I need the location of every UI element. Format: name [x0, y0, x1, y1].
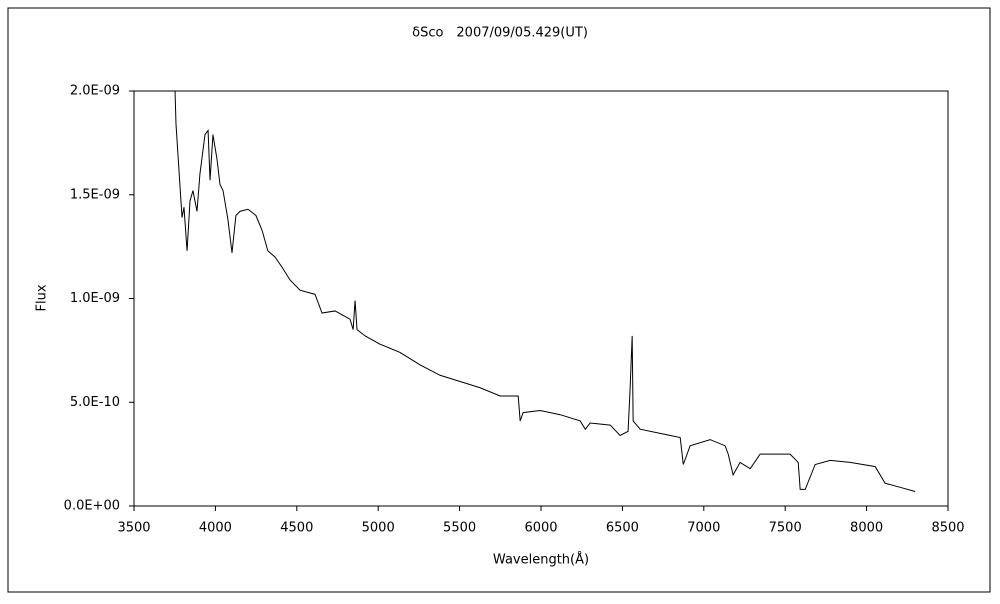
y-tick-label: 2.0E-09	[70, 84, 120, 99]
y-tick-label: 5.0E-10	[70, 395, 120, 410]
x-tick-label: 8000	[850, 521, 883, 536]
x-tick-label: 3500	[117, 521, 150, 536]
x-axis-label: Wavelength(Å)	[493, 552, 589, 568]
y-tick-label: 0.0E+00	[64, 499, 120, 514]
y-tick-label: 1.5E-09	[70, 187, 120, 202]
plot-area	[133, 90, 949, 507]
x-tick-label: 5000	[362, 521, 395, 536]
chart-title: δSco 2007/09/05.429(UT)	[412, 26, 588, 41]
x-tick-label: 6500	[606, 521, 639, 536]
y-axis-label: Flux	[35, 284, 50, 311]
x-tick-label: 7500	[769, 521, 802, 536]
x-tick-label: 8500	[931, 521, 964, 536]
y-tick-label: 1.0E-09	[70, 291, 120, 306]
x-tick-label: 6000	[524, 521, 557, 536]
x-tick-label: 7000	[687, 521, 720, 536]
x-tick-label: 5500	[443, 521, 476, 536]
spectrum-line	[174, 90, 916, 492]
x-tick-label: 4000	[199, 521, 232, 536]
x-tick-label: 4500	[280, 521, 313, 536]
